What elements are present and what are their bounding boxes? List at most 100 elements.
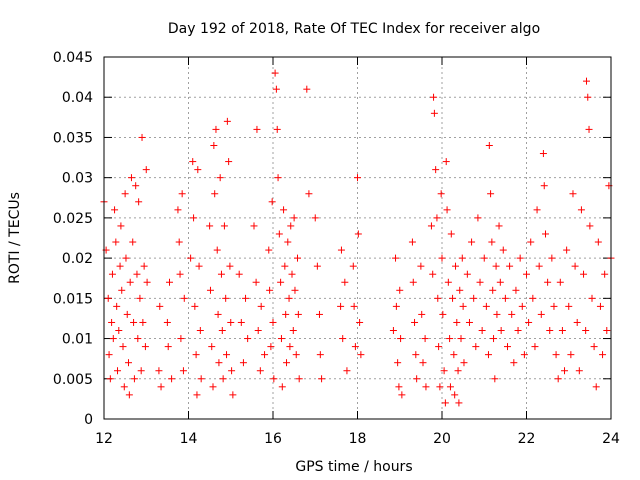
data-point (392, 302, 400, 310)
data-point (287, 222, 295, 230)
data-point (542, 230, 550, 238)
data-point (133, 270, 141, 278)
data-point (292, 351, 300, 359)
data-point (491, 375, 499, 383)
data-point (480, 254, 488, 262)
data-point (112, 238, 120, 246)
data-point (586, 222, 594, 230)
data-point (563, 246, 571, 254)
data-point (303, 85, 311, 93)
data-point (437, 190, 445, 198)
data-point (465, 318, 473, 326)
data-point (189, 158, 197, 166)
data-point (125, 359, 133, 367)
data-point (455, 399, 463, 407)
data-point (351, 343, 359, 351)
data-point (206, 286, 214, 294)
data-point (503, 343, 511, 351)
data-point (176, 270, 184, 278)
data-point (142, 166, 150, 174)
data-point (123, 310, 131, 318)
data-point (111, 206, 119, 214)
data-point (434, 294, 442, 302)
data-point (280, 206, 288, 214)
y-tick-label: 0.01 (62, 332, 93, 348)
data-point (397, 335, 405, 343)
data-point (451, 391, 459, 399)
data-point (510, 359, 518, 367)
data-point (217, 270, 225, 278)
data-point (191, 302, 199, 310)
data-point (460, 359, 468, 367)
data-point (354, 174, 361, 182)
data-point (394, 359, 402, 367)
data-point (447, 230, 455, 238)
data-point (126, 278, 134, 286)
data-point (273, 125, 281, 133)
data-point (457, 335, 465, 343)
data-point (556, 278, 564, 286)
data-point (215, 359, 223, 367)
data-point (120, 383, 128, 391)
data-point (125, 391, 133, 399)
data-point (493, 310, 501, 318)
data-point (496, 278, 504, 286)
data-point (550, 302, 558, 310)
data-point (130, 318, 138, 326)
data-point (444, 278, 452, 286)
data-point (178, 190, 186, 198)
data-point (208, 343, 216, 351)
data-point (212, 125, 220, 133)
data-point (531, 343, 539, 351)
data-point (118, 286, 126, 294)
grid-lines (104, 57, 611, 419)
data-point (127, 174, 135, 182)
data-point (295, 375, 303, 383)
data-point (421, 335, 429, 343)
data-point (533, 206, 541, 214)
data-point (482, 302, 490, 310)
data-point (235, 270, 243, 278)
data-point (108, 270, 116, 278)
data-point (272, 85, 280, 93)
data-point (122, 254, 130, 262)
data-point (458, 254, 466, 262)
data-point (227, 318, 235, 326)
data-point (180, 294, 188, 302)
data-point (277, 278, 285, 286)
data-point (143, 278, 151, 286)
data-point (194, 166, 202, 174)
data-point (518, 302, 526, 310)
data-point (453, 318, 461, 326)
data-point (575, 367, 583, 375)
data-point (229, 391, 237, 399)
data-point (411, 318, 419, 326)
data-point (164, 343, 172, 351)
data-point (395, 383, 403, 391)
data-point (577, 206, 585, 214)
data-point (561, 367, 569, 375)
data-point (108, 318, 116, 326)
data-point (253, 125, 261, 133)
data-point (337, 246, 345, 254)
data-point (516, 254, 524, 262)
data-point (140, 262, 148, 270)
data-point (565, 302, 573, 310)
data-point (209, 383, 217, 391)
data-point (137, 367, 145, 375)
data-point (558, 327, 566, 335)
data-point (472, 343, 480, 351)
data-point (228, 367, 236, 375)
data-point (239, 359, 247, 367)
data-point (449, 294, 457, 302)
data-point (492, 262, 500, 270)
data-point (585, 125, 593, 133)
data-point (592, 383, 600, 391)
data-point (286, 343, 294, 351)
data-point (271, 69, 279, 77)
data-point (398, 391, 406, 399)
data-point (114, 367, 122, 375)
data-point (408, 238, 416, 246)
data-point (179, 367, 187, 375)
